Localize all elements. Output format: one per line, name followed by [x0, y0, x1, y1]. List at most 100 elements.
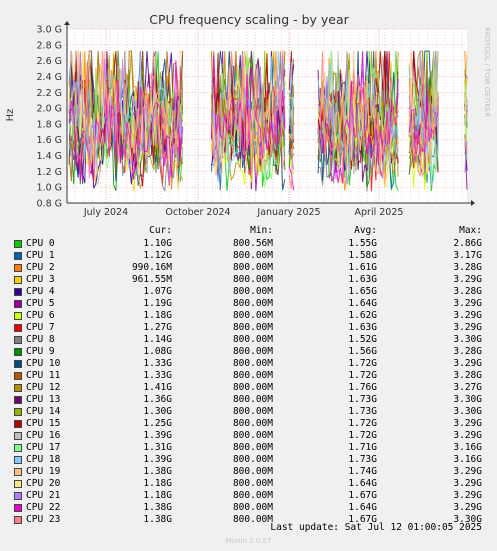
max-value: 3.30G	[453, 406, 482, 417]
legend-row: CPU 20 1.18G 800.00M 1.64G 3.29G	[0, 478, 497, 490]
legend-table: Cur: Min: Avg: Max: CPU 0 1.10G 800.56M 1.5…	[0, 224, 497, 526]
series-name: CPU 13	[26, 394, 61, 405]
min-value: 800.00M	[232, 382, 273, 393]
avg-value: 1.72G	[348, 430, 377, 441]
cur-value: 1.07G	[143, 286, 172, 297]
avg-value: 1.67G	[348, 514, 377, 525]
max-value: 3.30G	[453, 514, 482, 525]
avg-value: 1.61G	[348, 262, 377, 273]
min-value: 800.00M	[232, 358, 273, 369]
cur-value: 1.18G	[143, 310, 172, 321]
series-name: CPU 4	[26, 286, 55, 297]
cur-value: 1.30G	[143, 406, 172, 417]
max-value: 3.17G	[453, 250, 482, 261]
max-value: 3.28G	[453, 286, 482, 297]
legend-row: CPU 16 1.39G 800.00M 1.72G 3.29G	[0, 430, 497, 442]
cur-value: 1.38G	[143, 466, 172, 477]
last-update: Last update: Sat Jul 12 01:00:05 2025	[270, 522, 482, 533]
max-value: 3.29G	[453, 298, 482, 309]
series-color-swatch	[14, 504, 22, 512]
series-name: CPU 7	[26, 322, 55, 333]
series-color-swatch	[14, 312, 22, 320]
min-value: 800.00M	[232, 418, 273, 429]
rrdtool-watermark: RRDTOOL / TOBI OETIKER	[483, 27, 491, 117]
min-value: 800.00M	[232, 274, 273, 285]
cur-value: 1.10G	[143, 238, 172, 249]
legend-row: CPU 1 1.12G 800.00M 1.58G 3.17G	[0, 250, 497, 262]
series-color-swatch	[14, 384, 22, 392]
y-tick-label: 2.2 G	[37, 88, 63, 99]
cur-value: 990.16M	[131, 262, 172, 273]
y-tick-label: 0.8 G	[37, 199, 63, 210]
header-cur: Cur:	[149, 225, 172, 236]
min-value: 800.00M	[232, 310, 273, 321]
series-color-swatch	[14, 468, 22, 476]
series-color-swatch	[14, 276, 22, 284]
avg-value: 1.63G	[348, 322, 377, 333]
max-value: 3.16G	[453, 454, 482, 465]
legend-row: CPU 14 1.30G 800.00M 1.73G 3.30G	[0, 406, 497, 418]
min-value: 800.00M	[232, 478, 273, 489]
max-value: 3.16G	[453, 442, 482, 453]
min-value: 800.00M	[232, 286, 273, 297]
y-tick-label: 1.0 G	[37, 183, 63, 194]
series-name: CPU 20	[26, 478, 61, 489]
legend-row: CPU 5 1.19G 800.00M 1.64G 3.29G	[0, 298, 497, 310]
cur-value: 1.12G	[143, 250, 172, 261]
min-value: 800.00M	[232, 250, 273, 261]
series-color-swatch	[14, 408, 22, 416]
max-value: 3.29G	[453, 322, 482, 333]
min-value: 800.00M	[232, 370, 273, 381]
series-color-swatch	[14, 372, 22, 380]
series-color-swatch	[14, 324, 22, 332]
legend-rows: CPU 0 1.10G 800.56M 1.55G 2.86G CPU 1 1.12G 800…	[0, 238, 497, 526]
series-name: CPU 19	[26, 466, 61, 477]
cur-value: 1.38G	[143, 514, 172, 525]
max-value: 3.29G	[453, 502, 482, 513]
cur-value: 1.41G	[143, 382, 172, 393]
munin-version: Munin 2.0.57	[225, 537, 272, 545]
series-name: CPU 9	[26, 346, 55, 357]
legend-row: CPU 22 1.38G 800.00M 1.64G 3.29G	[0, 502, 497, 514]
max-value: 3.29G	[453, 490, 482, 501]
series-color-swatch	[14, 432, 22, 440]
y-tick-label: 1.6 G	[37, 135, 63, 146]
series-name: CPU 2	[26, 262, 55, 273]
cur-value: 1.08G	[143, 346, 172, 357]
y-tick-label: 3.0 G	[37, 25, 63, 36]
y-tick-label: 2.6 G	[37, 56, 63, 67]
cur-value: 1.38G	[143, 502, 172, 513]
legend-row: CPU 19 1.38G 800.00M 1.74G 3.29G	[0, 466, 497, 478]
cur-value: 1.39G	[143, 454, 172, 465]
avg-value: 1.67G	[348, 490, 377, 501]
series-color-swatch	[14, 456, 22, 464]
series-color-swatch	[14, 240, 22, 248]
series-name: CPU 3	[26, 274, 55, 285]
legend-row: CPU 0 1.10G 800.56M 1.55G 2.86G	[0, 238, 497, 250]
x-tick-label: July 2024	[83, 207, 128, 218]
series-name: CPU 21	[26, 490, 61, 501]
cur-value: 1.33G	[143, 358, 172, 369]
chart-title: CPU frequency scaling - by year	[149, 12, 349, 27]
min-value: 800.00M	[232, 406, 273, 417]
series-line	[69, 51, 468, 189]
x-axis-arrow	[471, 200, 475, 206]
avg-value: 1.58G	[348, 250, 377, 261]
series-color-swatch	[14, 300, 22, 308]
series-name: CPU 11	[26, 370, 61, 381]
cur-value: 1.14G	[143, 334, 172, 345]
avg-value: 1.71G	[348, 442, 377, 453]
avg-value: 1.64G	[348, 502, 377, 513]
x-tick-label: January 2025	[256, 207, 320, 218]
series-name: CPU 14	[26, 406, 61, 417]
legend-row: CPU 15 1.25G 800.00M 1.72G 3.29G	[0, 418, 497, 430]
series-color-swatch	[14, 264, 22, 272]
y-tick-label: 1.2 G	[37, 167, 63, 178]
avg-value: 1.73G	[348, 454, 377, 465]
min-value: 800.00M	[232, 490, 273, 501]
series-name: CPU 8	[26, 334, 55, 345]
max-value: 3.28G	[453, 370, 482, 381]
y-axis-arrow	[64, 21, 70, 25]
y-tick-label: 1.8 G	[37, 119, 63, 130]
avg-value: 1.72G	[348, 370, 377, 381]
